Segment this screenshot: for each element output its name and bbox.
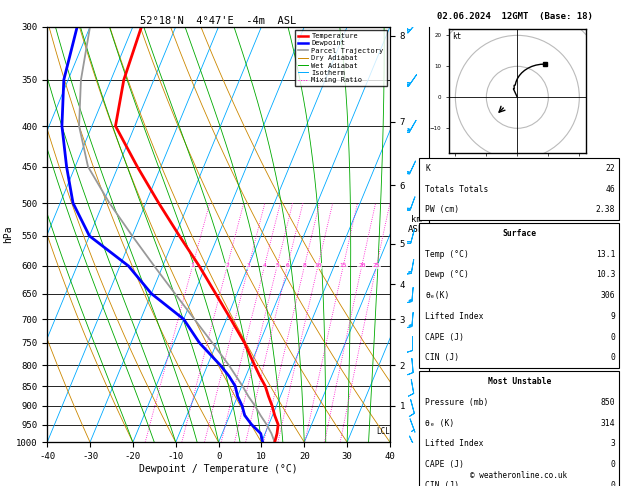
- Text: 306: 306: [601, 291, 615, 300]
- Text: 0: 0: [610, 481, 615, 486]
- Text: 13.1: 13.1: [596, 250, 615, 259]
- Text: 8: 8: [303, 263, 306, 268]
- Text: LCL: LCL: [376, 427, 390, 436]
- Text: 2.38: 2.38: [596, 206, 615, 214]
- Text: kt: kt: [452, 32, 461, 41]
- Text: 10: 10: [314, 263, 321, 268]
- Text: Dewp (°C): Dewp (°C): [425, 270, 469, 279]
- Text: Lifted Index: Lifted Index: [425, 312, 484, 321]
- Text: © weatheronline.co.uk: © weatheronline.co.uk: [470, 471, 567, 480]
- X-axis label: Dewpoint / Temperature (°C): Dewpoint / Temperature (°C): [139, 464, 298, 474]
- Text: Temp (°C): Temp (°C): [425, 250, 469, 259]
- Text: 1: 1: [191, 263, 194, 268]
- Text: 0: 0: [610, 333, 615, 342]
- Text: CIN (J): CIN (J): [425, 353, 459, 363]
- Text: 22: 22: [606, 164, 615, 173]
- Text: CAPE (J): CAPE (J): [425, 460, 464, 469]
- Text: 9: 9: [610, 312, 615, 321]
- Text: 0: 0: [610, 353, 615, 363]
- Title: 52°18'N  4°47'E  -4m  ASL: 52°18'N 4°47'E -4m ASL: [140, 16, 297, 26]
- Bar: [419, 223, 620, 368]
- Y-axis label: km
ASL: km ASL: [408, 215, 424, 235]
- Text: 46: 46: [606, 185, 615, 193]
- Text: Most Unstable: Most Unstable: [487, 377, 551, 386]
- Text: 0: 0: [610, 460, 615, 469]
- Text: 4: 4: [262, 263, 266, 268]
- Text: 25: 25: [373, 263, 380, 268]
- Text: CIN (J): CIN (J): [425, 481, 459, 486]
- Text: θₑ(K): θₑ(K): [425, 291, 450, 300]
- Y-axis label: hPa: hPa: [3, 226, 13, 243]
- Text: 3: 3: [610, 439, 615, 448]
- Text: PW (cm): PW (cm): [425, 206, 459, 214]
- Text: 15: 15: [340, 263, 347, 268]
- Legend: Temperature, Dewpoint, Parcel Trajectory, Dry Adiabat, Wet Adiabat, Isotherm, Mi: Temperature, Dewpoint, Parcel Trajectory…: [295, 30, 386, 86]
- Y-axis label: Mixing Ratio (g/kg): Mixing Ratio (g/kg): [431, 183, 441, 286]
- Text: 6: 6: [286, 263, 289, 268]
- Text: 3: 3: [247, 263, 250, 268]
- Bar: [419, 371, 620, 486]
- Text: 2: 2: [225, 263, 229, 268]
- Text: 314: 314: [601, 418, 615, 428]
- Text: Surface: Surface: [502, 229, 537, 238]
- Text: 10.3: 10.3: [596, 270, 615, 279]
- Text: 850: 850: [601, 398, 615, 407]
- Text: Totals Totals: Totals Totals: [425, 185, 489, 193]
- Text: 5: 5: [275, 263, 279, 268]
- Text: Pressure (mb): Pressure (mb): [425, 398, 489, 407]
- Text: K: K: [425, 164, 430, 173]
- Bar: [419, 158, 620, 220]
- Text: 20: 20: [358, 263, 365, 268]
- Text: CAPE (J): CAPE (J): [425, 333, 464, 342]
- Text: 02.06.2024  12GMT  (Base: 18): 02.06.2024 12GMT (Base: 18): [437, 12, 593, 21]
- Text: Lifted Index: Lifted Index: [425, 439, 484, 448]
- Text: θₑ (K): θₑ (K): [425, 418, 455, 428]
